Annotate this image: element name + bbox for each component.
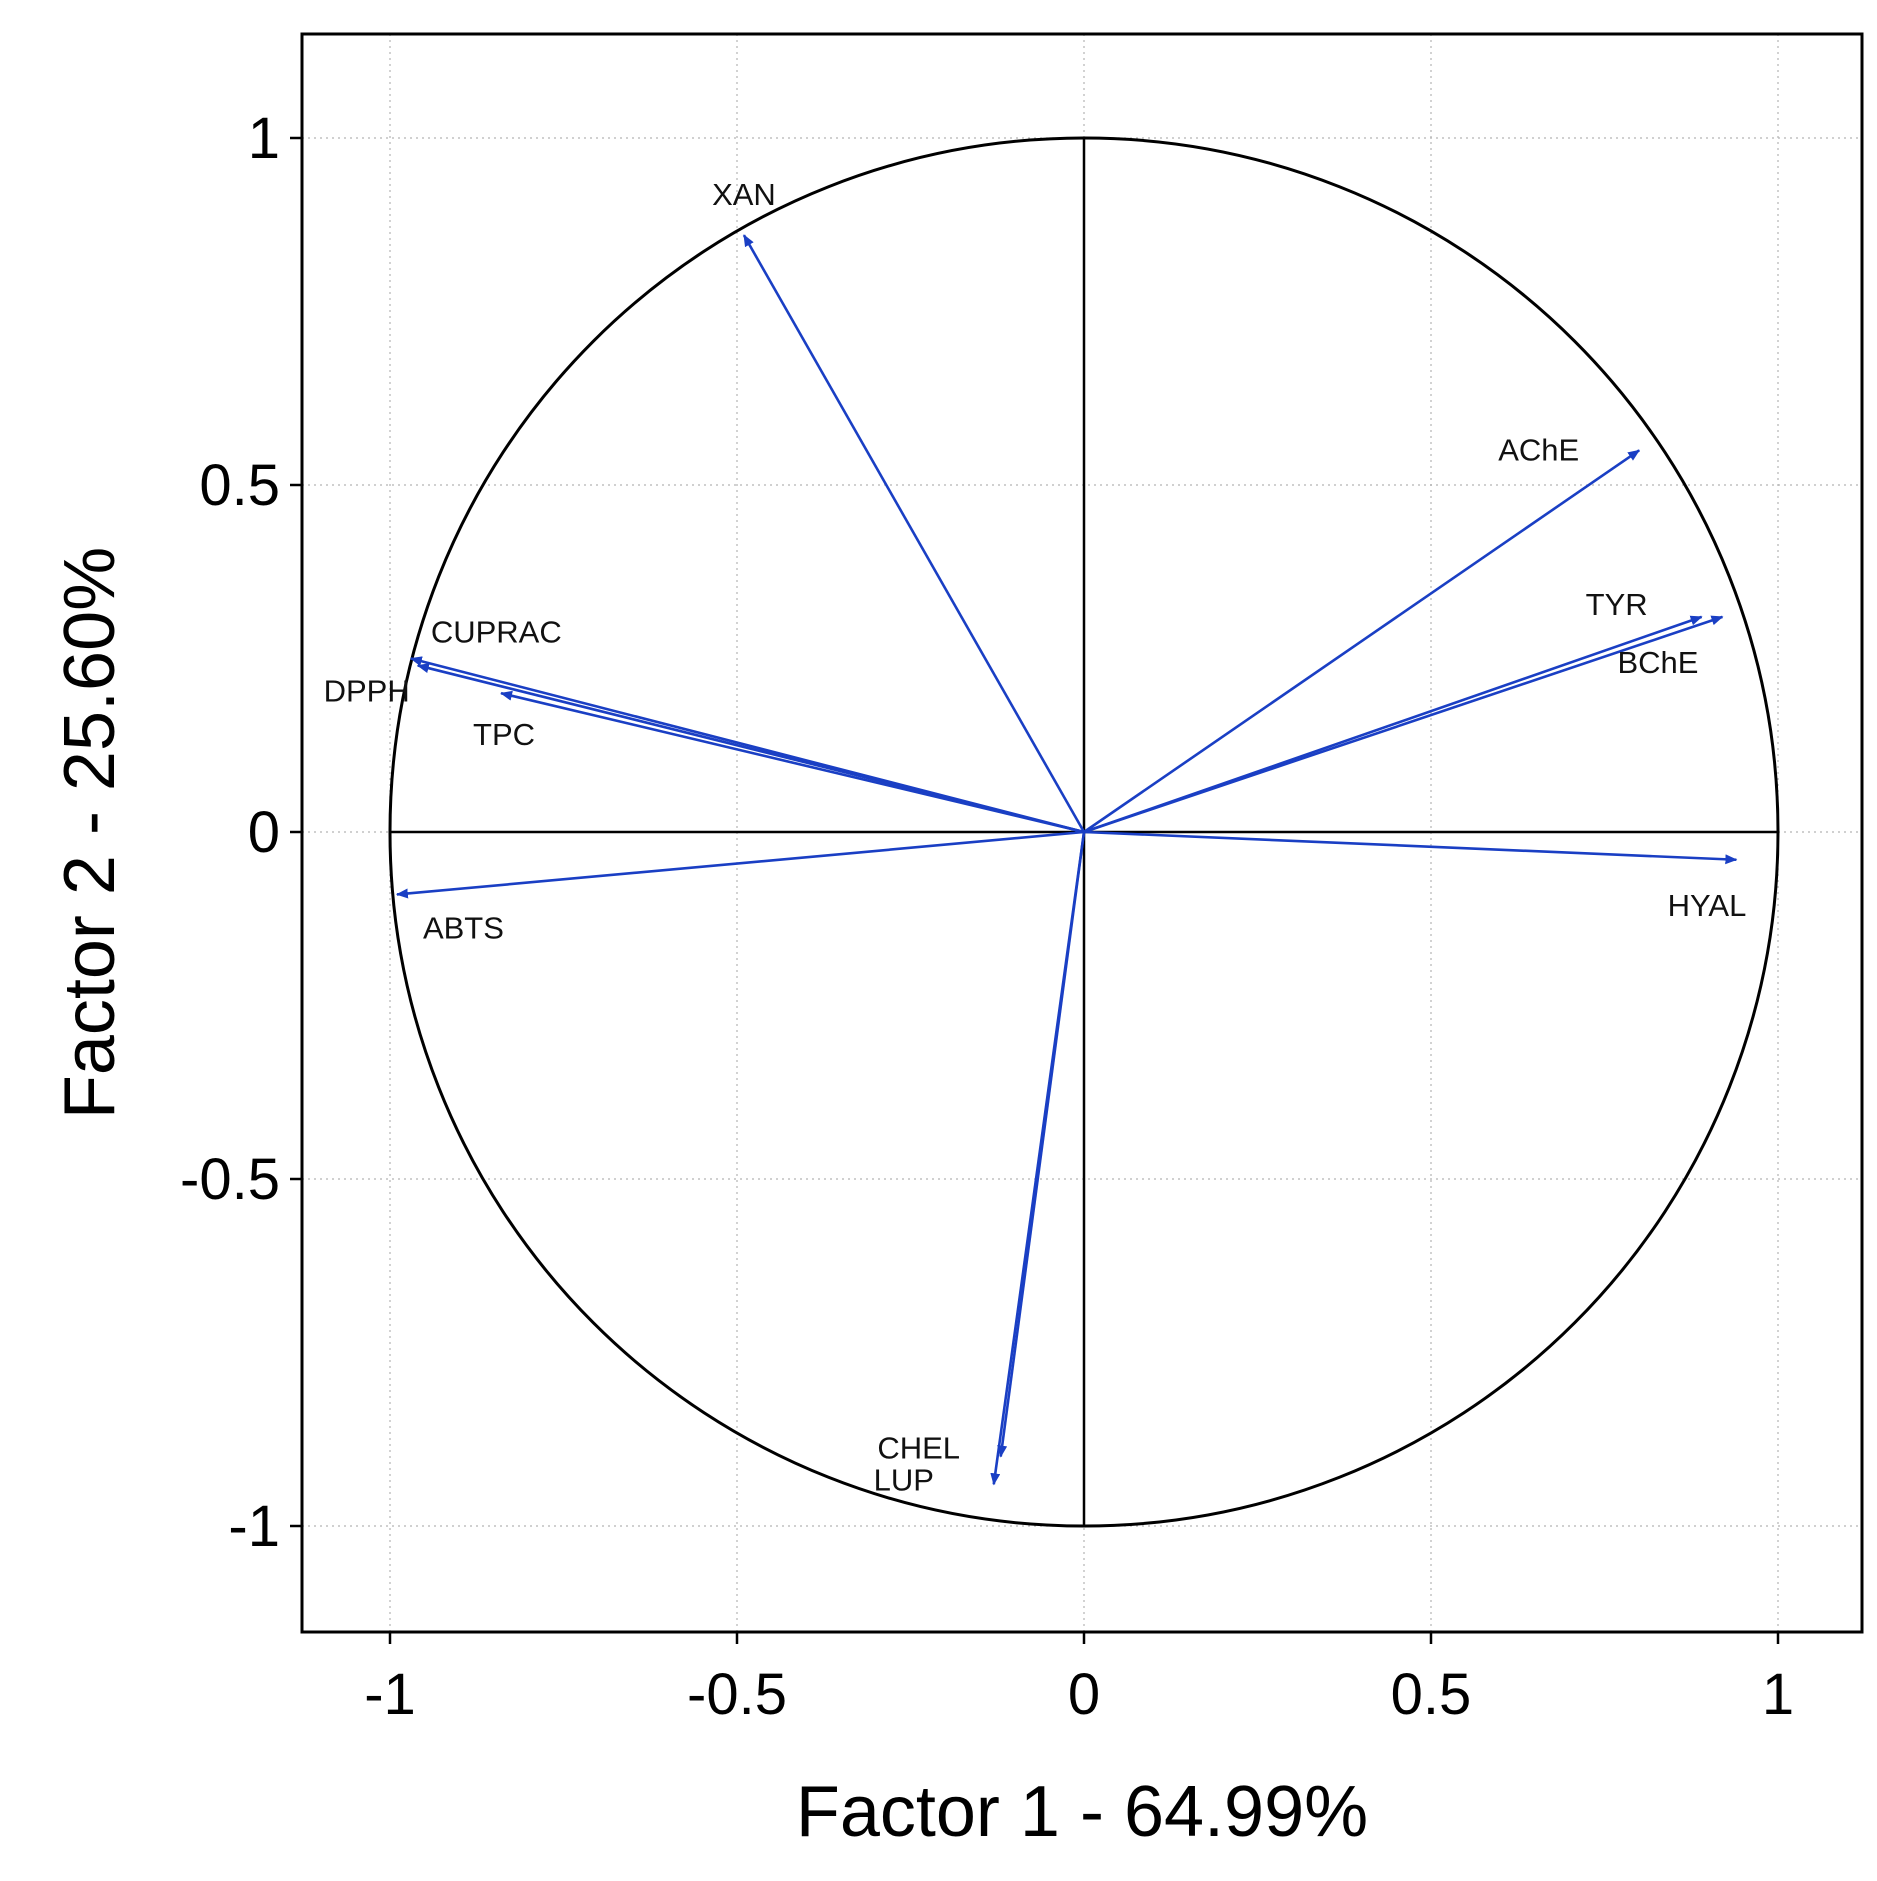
loading-arrow-bche [1083, 615, 1724, 834]
variable-label-lup: LUP [874, 1462, 934, 1497]
variable-label-xan: XAN [712, 177, 776, 212]
y-tick-label: 1 [248, 106, 280, 171]
y-tick-label: 0.5 [199, 453, 280, 518]
x-axis-title: Factor 1 - 64.99% [796, 1772, 1368, 1852]
loading-arrow-hyal [1083, 830, 1738, 865]
variable-label-cuprac: CUPRAC [431, 615, 562, 650]
y-tick-label: -1 [228, 1494, 280, 1559]
x-tick-label: -1 [364, 1662, 416, 1727]
variable-label-tyr: TYR [1586, 587, 1648, 622]
loading-arrow-tpc [500, 690, 1085, 834]
y-tick-label: 0 [248, 800, 280, 865]
loading-arrow-lup [990, 831, 1086, 1486]
loading-arrow-xan [742, 234, 1086, 833]
variable-label-ache: AChE [1498, 432, 1579, 467]
y-tick-label: -0.5 [180, 1147, 280, 1212]
x-tick-label: 0.5 [1391, 1662, 1472, 1727]
x-tick-label: 1 [1762, 1662, 1794, 1727]
variable-label-dpph: DPPH [324, 673, 410, 708]
x-tick-label: -0.5 [687, 1662, 787, 1727]
x-tick-label: 0 [1068, 1662, 1100, 1727]
loading-arrow-ache [1083, 449, 1641, 834]
variable-label-tpc: TPC [473, 717, 535, 752]
variable-label-abts: ABTS [423, 910, 504, 945]
y-axis-title: Factor 2 - 25.60% [50, 547, 130, 1119]
loading-arrow-abts [395, 830, 1085, 899]
variable-label-bche: BChE [1617, 645, 1698, 680]
variable-label-chel: CHEL [877, 1431, 960, 1466]
variable-label-hyal: HYAL [1668, 888, 1747, 923]
